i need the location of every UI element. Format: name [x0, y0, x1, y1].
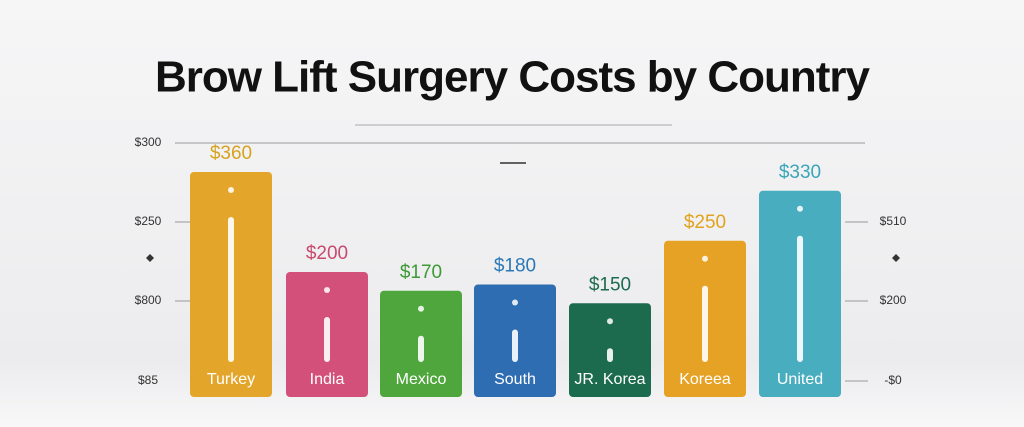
- category-label: Mexico: [396, 371, 447, 388]
- bar-highlight: [797, 235, 803, 362]
- bar-highlight: [324, 287, 330, 293]
- bar-highlight: [228, 217, 234, 362]
- category-label: United: [777, 371, 823, 388]
- value-label: $200: [306, 243, 348, 264]
- value-label: $180: [494, 256, 536, 277]
- left-axis-label: $300: [135, 135, 162, 149]
- marker: [892, 254, 900, 262]
- marker: [146, 254, 154, 262]
- right-axis-label: -$0: [884, 373, 902, 387]
- category-label: JR. Korea: [574, 371, 645, 388]
- bar-highlight: [512, 299, 518, 306]
- right-axis-label: $510: [880, 214, 907, 228]
- bar-highlight: [607, 318, 613, 325]
- category-label: India: [310, 371, 345, 388]
- category-label: Turkey: [207, 371, 255, 388]
- bar-highlight: [324, 317, 330, 362]
- value-label: $170: [400, 262, 442, 283]
- category-label: South: [494, 371, 536, 388]
- bar-highlight: [702, 285, 708, 362]
- bar-highlight: [512, 329, 518, 362]
- value-label: $360: [210, 143, 252, 164]
- bar-highlight: [228, 187, 234, 193]
- bar-highlight: [607, 348, 613, 362]
- right-axis-label: $200: [880, 293, 907, 307]
- left-axis-label: $85: [138, 373, 158, 387]
- value-label: $150: [589, 274, 631, 295]
- chart-title: Brow Lift Surgery Costs by Country: [155, 53, 871, 102]
- value-label: $330: [779, 162, 821, 183]
- bar-highlight: [418, 305, 424, 312]
- left-axis-label: $250: [135, 214, 162, 228]
- category-label: Koreea: [679, 371, 731, 388]
- value-label: $250: [684, 212, 726, 233]
- bar-highlight: [418, 335, 424, 362]
- left-axis-label: $800: [135, 293, 162, 307]
- bar-highlight: [797, 205, 803, 212]
- bar-highlight: [702, 255, 708, 262]
